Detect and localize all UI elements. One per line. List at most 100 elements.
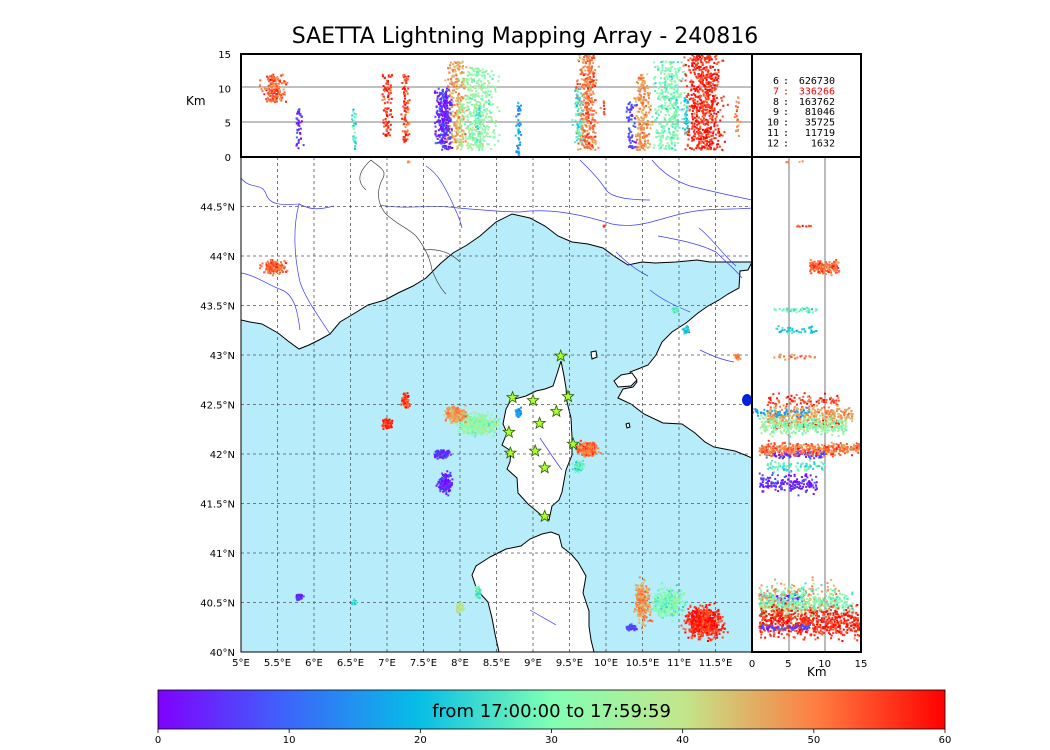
lon-tick-label: 6°E (305, 658, 323, 669)
stats-panel: 6:6267307:3362668:1637629:8104610:357251… (751, 53, 862, 158)
lon-tick-label: 9.5°E (556, 658, 583, 669)
time-colorbar: 0 10 20 30 40 50 60 (155, 689, 952, 746)
graticule (241, 157, 752, 652)
stat-count: 11719 (805, 128, 835, 139)
colorbar-tick-label: 0 (155, 735, 161, 746)
stat-separator: : (783, 107, 789, 118)
altitude-tick-label: 0 (749, 659, 755, 670)
stat-separator: : (783, 86, 789, 97)
colorbar-tick-label: 30 (545, 735, 558, 746)
altitude-tick-label: 10 (218, 84, 231, 95)
latitude-tick-labels: 40°N 40.5°N 41°N 41.5°N 42°N 42.5°N 43°N 43.5°N… (200, 203, 235, 660)
lon-tick-label: 10.5°E (626, 658, 660, 669)
station-star-icon (526, 393, 540, 407)
lon-tick-label: 9°E (524, 658, 542, 669)
mainland-north-coast (241, 157, 752, 350)
stat-count: 81046 (805, 107, 835, 118)
top-panel-unit-label: Km (186, 94, 206, 108)
stats-frame (751, 53, 862, 158)
elba-island (613, 372, 638, 388)
station-star-icon (561, 389, 575, 403)
stat-separator: : (783, 97, 789, 108)
station-star-icon (505, 390, 520, 404)
stat-separator: : (783, 118, 789, 129)
lon-tick-label: 5.5°E (264, 658, 291, 669)
lat-tick-label: 44.5°N (200, 203, 235, 214)
colorbar-tick-label: 10 (283, 735, 296, 746)
altitude-lat-panel: 0 5 10 15 Km (749, 156, 868, 679)
side-panel-unit-label: Km (807, 665, 827, 679)
station-star-icon (502, 425, 516, 439)
station-marker-outside (742, 394, 752, 406)
lon-tick-label: 7°E (378, 658, 396, 669)
station-star-icon (566, 436, 581, 450)
lat-tick-label: 43°N (210, 351, 235, 362)
station-star-icon (528, 443, 542, 457)
lat-tick-label: 41.5°N (200, 500, 235, 511)
lat-tick-label: 40.5°N (200, 599, 235, 610)
capraia-island (590, 350, 598, 360)
colorbar-ticks: 0 10 20 30 40 50 60 (155, 729, 952, 746)
lma-stations (502, 348, 581, 523)
stat-count: 163762 (799, 97, 835, 108)
side-panel-altitude-ticks: 0 5 10 15 (749, 659, 868, 670)
figure-title: SAETTA Lightning Mapping Array - 240816 (291, 24, 759, 49)
land-layer (241, 157, 752, 652)
stat-level: 6 (773, 76, 779, 87)
altitude-tick-label: 5 (785, 659, 791, 670)
altitude-lon-panel: 0 5 10 15 Km (186, 50, 753, 164)
altitude-tick-label: 0 (225, 153, 231, 164)
lat-tick-label: 42.5°N (200, 401, 235, 412)
main-map: 5°E 5.5°E 6°E 6.5°E 7°E 7.5°E 8°E 8.5°E 9°E 9.5°E… (200, 156, 753, 669)
longitude-tick-labels: 5°E 5.5°E 6°E 6.5°E 7°E 7.5°E 8°E 8.5°E 9°E 9.5°E… (232, 658, 732, 669)
stat-level: 9 (773, 107, 779, 118)
lat-tick-label: 40°N (210, 648, 235, 659)
top-panel-altitude-ticks: 0 5 10 15 (218, 50, 231, 164)
station-star-icon (537, 509, 552, 523)
station-star-icon (553, 348, 568, 362)
altitude-lon-points (258, 54, 742, 157)
colorbar-gradient (157, 689, 946, 730)
lon-tick-label: 10°E (594, 658, 618, 669)
altitude-lat-points (752, 160, 861, 642)
lon-tick-label: 5°E (232, 658, 250, 669)
stat-level: 10 (767, 118, 779, 129)
station-star-icon (549, 404, 564, 418)
station-star-icon (537, 460, 552, 474)
stat-level: 12 (767, 138, 779, 149)
mainland-coast (241, 157, 752, 459)
stat-level: 7 (773, 86, 779, 97)
lon-tick-label: 6.5°E (337, 658, 364, 669)
stat-count: 1632 (811, 138, 835, 149)
stats-rows: 6:6267307:3362668:1637629:8104610:357251… (767, 76, 835, 149)
altitude-tick-label: 15 (218, 50, 231, 61)
lat-tick-label: 42°N (210, 450, 235, 461)
colorbar-tick-label: 20 (414, 735, 427, 746)
lightning-sources (258, 160, 742, 642)
colorbar-label: from 17:00:00 to 17:59:59 (432, 701, 671, 722)
country-borders (359, 159, 461, 295)
station-star-icon (532, 416, 547, 430)
lat-tick-label: 44°N (210, 252, 235, 263)
lat-tick-label: 43.5°N (200, 302, 235, 313)
stat-level: 11 (767, 128, 779, 139)
lon-tick-label: 11°E (667, 658, 691, 669)
stat-count: 336266 (799, 86, 835, 97)
stat-separator: : (783, 138, 789, 149)
stat-level: 8 (773, 97, 779, 108)
lon-tick-label: 11.5°E (699, 658, 733, 669)
stat-count: 35725 (805, 118, 835, 129)
stat-count: 626730 (799, 76, 835, 87)
lon-tick-label: 8°E (451, 658, 469, 669)
altitude-tick-label: 10 (818, 659, 831, 670)
lat-tick-label: 41°N (210, 549, 235, 560)
station-star-icon (503, 445, 518, 459)
lon-tick-label: 8.5°E (483, 658, 510, 669)
colorbar-tick-label: 60 (939, 735, 952, 746)
colorbar-tick-label: 40 (676, 735, 689, 746)
stat-separator: : (783, 128, 789, 139)
altitude-tick-label: 15 (855, 659, 868, 670)
giglio-island (625, 422, 631, 429)
stat-separator: : (783, 76, 789, 87)
